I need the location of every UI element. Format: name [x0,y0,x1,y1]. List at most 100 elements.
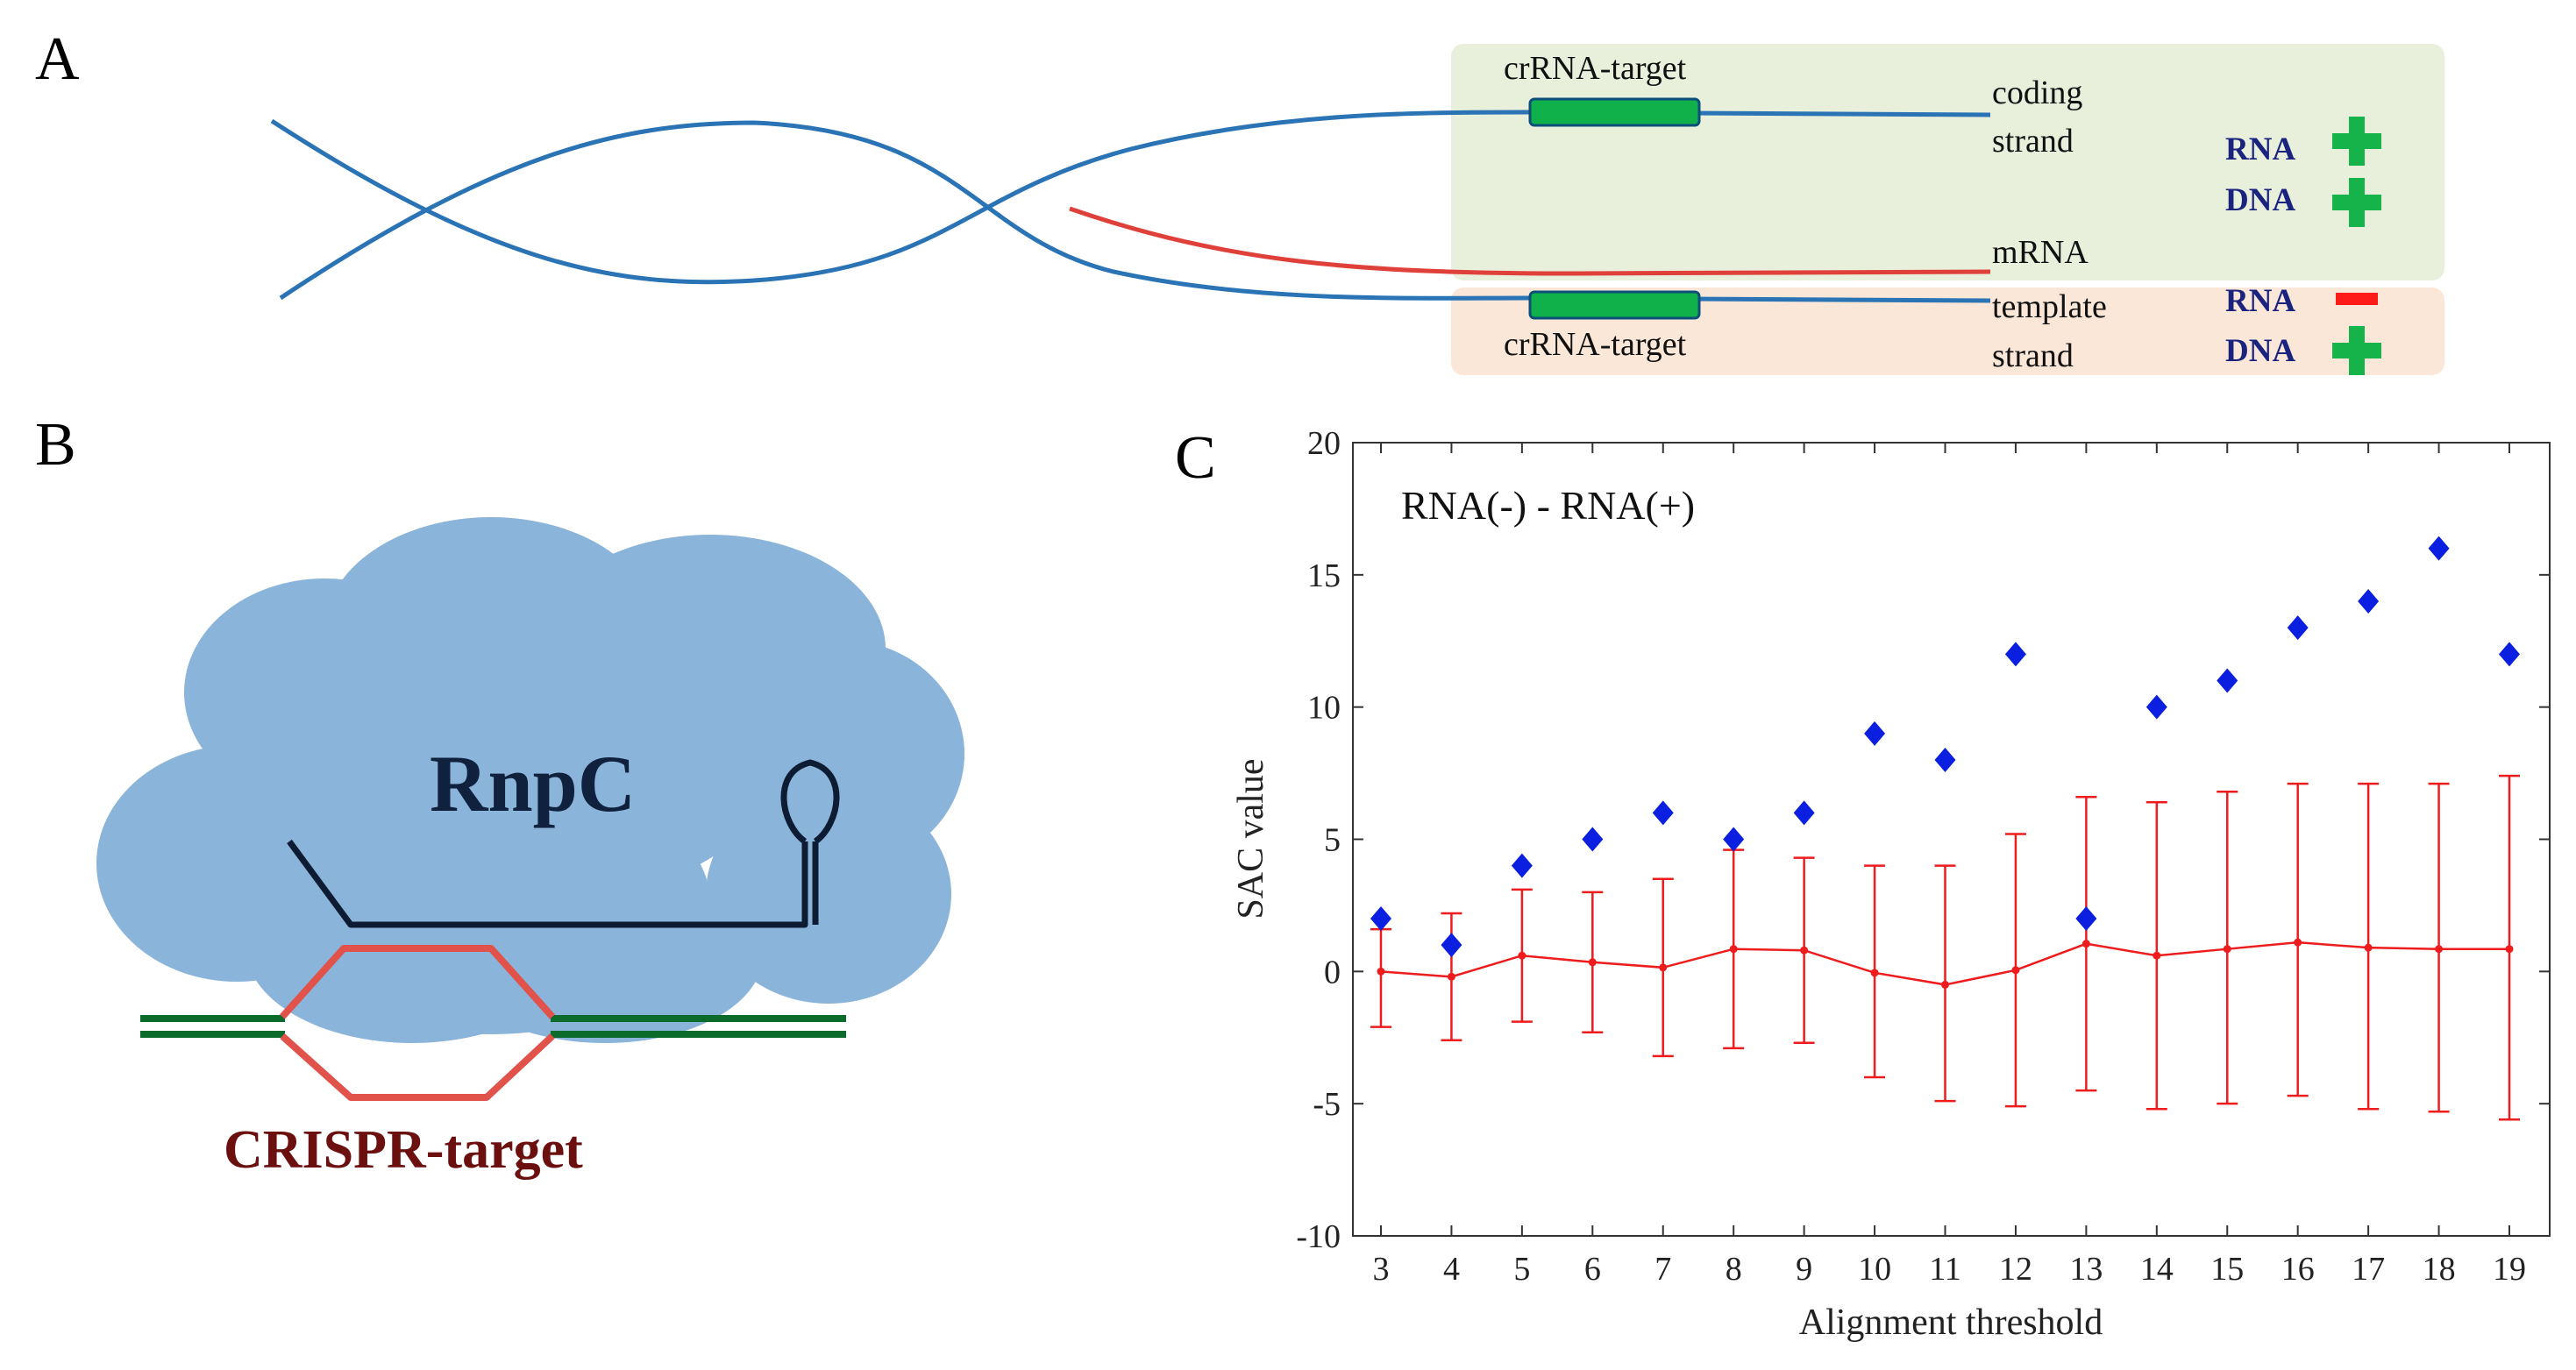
diamond-point [2217,668,2238,693]
x-axis-label: Alignment threshold [1799,1303,2103,1343]
y-tick-label: 10 [1307,690,1341,727]
diamond-point [1864,720,1886,746]
legend-label: RNA [2225,283,2295,319]
diamond-point [1511,853,1533,878]
crrna-target-box-bottom [1528,290,1701,320]
mrna-label: mRNA [1992,234,2089,271]
mean-point [1588,958,1597,967]
mean-point [1729,945,1738,954]
y-axis-label: SAC value [1231,758,1271,919]
x-tick-label: 5 [1513,1251,1530,1288]
mrna-strand [1069,206,1991,276]
axis-ticks: 3 4 5 6 7 8 9 10 11 12 13 14 15 16 17 18 19 -10 -5 0 5 10 15 20 [1296,425,2550,1288]
template-strand-label-line1: template [1992,288,2107,325]
diamond-point [2145,694,2167,720]
legend-coding-rna: RNA [2225,117,2381,167]
mean-point [2223,945,2231,954]
x-tick-label: 6 [1584,1251,1601,1288]
x-tick-label: 14 [2140,1251,2174,1288]
coding-strand-label-line1: coding [1992,75,2082,111]
panel-b-letter: B [35,411,76,479]
diamond-point [1370,906,1391,931]
dna-strand-upper [270,110,1991,285]
mean-point [1377,967,1385,976]
y-tick-label: 15 [1307,557,1341,594]
crrna-target-label-top: crRNA-target [1504,50,1687,87]
rnpc-protein-cloud [96,517,964,1043]
mean-point [1870,969,1879,977]
panel-a-letter: A [35,25,80,93]
crrna-target-box-top [1528,97,1701,127]
diamond-point [2499,642,2520,667]
x-tick-label: 12 [1999,1251,2032,1288]
mean-point [2011,966,2020,975]
crispr-target-label: CRISPR-target [224,1120,583,1180]
plus-icon [2332,117,2381,166]
diamond-point [1441,933,1462,958]
diamond-point [1582,827,1604,852]
x-tick-label: 19 [2493,1251,2526,1288]
diamond-point [2075,906,2097,931]
sac-chart: 3 4 5 6 7 8 9 10 11 12 13 14 15 16 17 18 19 -10 -5 0 5 10 15 20… [1231,425,2551,1343]
mean-point [2294,938,2302,947]
crrna-strand [287,839,808,928]
diamond-point [2287,615,2309,641]
panel-b: B RnpC CRISPR-target [35,411,964,1180]
target-dna-duplex [140,1015,846,1038]
mean-point [2435,945,2444,954]
diamond-series [1370,536,2520,958]
mean-series-points [1377,938,2514,989]
mean-point [1447,972,1455,981]
rnpc-label: RnpC [430,739,636,828]
crrna-hairpin [780,759,840,925]
x-tick-label: 16 [2281,1251,2315,1288]
mean-point [1800,946,1809,955]
diamond-point [1652,800,1674,826]
crispr-target-bubble-bottom [280,1033,555,1101]
coding-strand-label-line2: strand [1992,123,2074,160]
mean-point [1659,963,1668,972]
y-tick-label: 0 [1324,954,1341,990]
x-tick-label: 9 [1796,1251,1812,1288]
legend-template-rna: RNA [2225,283,2378,319]
panel-a: A crRNA-target crRNA-target coding stran… [35,25,2444,375]
plus-icon [2332,326,2381,375]
diamond-point [1793,800,1815,826]
dna-strand-lower [279,120,1991,303]
diamond-point [1723,827,1745,852]
legend-label: RNA [2225,131,2295,167]
x-tick-label: 8 [1726,1251,1742,1288]
mean-point [2505,945,2514,954]
x-tick-label: 18 [2423,1251,2456,1288]
mean-point [2364,943,2373,952]
diamond-point [2004,642,2026,667]
legend-template-dna: DNA [2225,326,2381,375]
x-tick-label: 10 [1858,1251,1891,1288]
y-tick-label: 20 [1307,425,1341,462]
diamond-point [2428,536,2450,561]
legend-label: DNA [2225,333,2295,369]
y-tick-label: -5 [1313,1086,1341,1123]
y-tick-label: -10 [1296,1218,1341,1255]
x-tick-label: 4 [1443,1251,1460,1288]
x-tick-label: 13 [2069,1251,2103,1288]
crrna-target-label-bottom: crRNA-target [1504,326,1687,363]
template-strand-label-line2: strand [1992,337,2074,374]
plus-icon [2332,178,2381,227]
diamond-point [1934,748,1956,772]
mean-point [1518,951,1526,960]
x-tick-label: 7 [1654,1251,1671,1288]
y-tick-label: 5 [1324,822,1341,859]
mean-point [2081,940,2090,948]
x-tick-label: 15 [2210,1251,2244,1288]
x-tick-label: 11 [1929,1251,1961,1288]
mean-point [2153,951,2161,960]
diamond-point [2358,589,2380,614]
x-tick-label: 3 [1373,1251,1390,1288]
minus-icon [2336,293,2378,305]
x-tick-label: 17 [2352,1251,2385,1288]
plot-frame [1352,442,2551,1237]
mean-point [1941,980,1949,989]
panel-c: C 3 4 5 6 7 8 9 10 11 12 13 14 15 16 17 18 19 -10 -5 0 5 10 15… [1175,424,2551,1343]
